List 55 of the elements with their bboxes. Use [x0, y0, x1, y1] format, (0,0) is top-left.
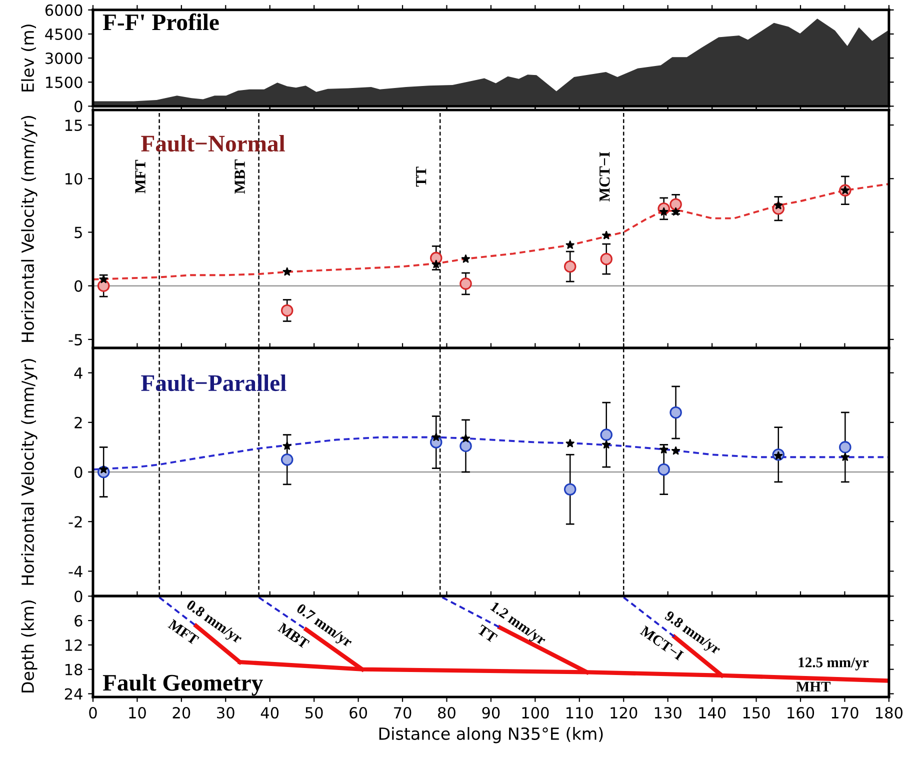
- text: Fault−Parallel: [141, 374, 286, 392]
- y-tick-label: -5: [68, 334, 82, 346]
- text: Fault−Normal: [141, 135, 285, 152]
- y-tick-label: 12: [65, 639, 82, 651]
- annotation: 12.5 mm/yr: [798, 658, 869, 670]
- text: Fault Geometry: [102, 674, 263, 696]
- x-tick-label: 50: [306, 706, 323, 719]
- y-axis-title: Horizontal Velocity (mm/yr): [21, 358, 38, 585]
- x-tick-label: 20: [172, 706, 190, 719]
- y-tick-label: 0: [74, 100, 82, 112]
- x-tick-label: 160: [788, 706, 814, 719]
- ref-line-label: MFT: [135, 160, 146, 194]
- x-tick-label: 40: [260, 706, 279, 719]
- x-tick-label: 170: [832, 706, 858, 719]
- x-tick-label: 180: [876, 706, 902, 719]
- y-tick-label: 10: [65, 173, 82, 185]
- y-tick-label: 18: [65, 664, 82, 676]
- x-tick-label: 0: [89, 706, 97, 719]
- x-tick-label: 60: [350, 706, 367, 719]
- ref-line-label: MCT−I: [599, 152, 610, 202]
- y-tick-label: 15: [65, 120, 82, 132]
- y-tick-label: 1500: [46, 76, 82, 88]
- annotation: MHT: [796, 682, 831, 692]
- y-axis-title: Elev (m): [21, 24, 36, 92]
- ref-line-label: MBT: [234, 159, 245, 194]
- y-tick-label: 6000: [45, 4, 82, 16]
- ref-line-label: TT: [416, 166, 426, 187]
- y-tick-label: 5: [74, 226, 82, 238]
- x-tick-label: 110: [566, 706, 593, 719]
- x-tick-label: 150: [743, 706, 770, 719]
- chart-title: F-F' Profile: [102, 13, 219, 30]
- x-tick-label: 90: [482, 706, 500, 719]
- x-tick-label: 120: [610, 706, 638, 719]
- y-tick-label: 0: [74, 590, 82, 602]
- y-tick-label: -2: [68, 516, 82, 528]
- y-tick-label: 6: [74, 615, 82, 627]
- y-tick-label: 3000: [46, 52, 82, 64]
- y-tick-label: 4: [74, 367, 82, 379]
- y-tick-label: 2: [74, 416, 82, 428]
- y-tick-label: -4: [68, 566, 82, 577]
- x-tick-label: 70: [394, 706, 412, 719]
- y-axis-title: Horizontal Velocity (mm/yr): [21, 116, 38, 342]
- y-tick-label: 24: [64, 688, 82, 700]
- x-tick-label: 130: [654, 706, 682, 719]
- y-axis-title: Depth (km): [21, 600, 38, 692]
- x-tick-label: 140: [699, 706, 726, 719]
- y-tick-label: 4500: [45, 28, 82, 40]
- x-axis-title: Distance along N35°E (km): [379, 727, 603, 744]
- x-tick-label: 10: [129, 706, 146, 719]
- x-tick-label: 80: [438, 706, 456, 719]
- x-tick-label: 30: [217, 706, 234, 719]
- x-tick-label: 100: [522, 706, 549, 719]
- annotation: TT: [476, 624, 498, 644]
- y-tick-label: 0: [74, 280, 82, 292]
- y-tick-label: 0: [74, 466, 82, 478]
